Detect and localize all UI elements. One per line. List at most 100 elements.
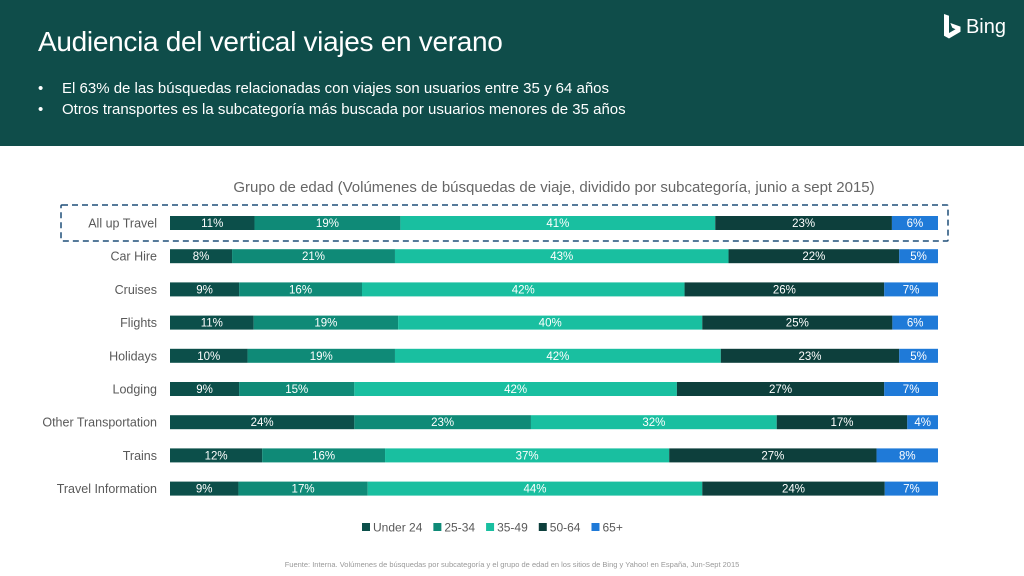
category-label: Other Transportation [42, 416, 157, 430]
legend-label: Under 24 [373, 521, 423, 535]
bar-segment [400, 216, 716, 230]
data-label: 42% [546, 351, 569, 363]
data-label: 16% [312, 450, 335, 462]
page-title: Audiencia del vertical viajes en verano [38, 26, 503, 57]
data-label: 11% [201, 318, 223, 330]
data-label: 23% [431, 417, 454, 429]
data-label: 24% [251, 417, 274, 429]
legend-swatch [591, 523, 600, 531]
data-label: 24% [782, 484, 805, 496]
bar-segment [170, 481, 239, 496]
category-label: All up Travel [88, 217, 157, 231]
data-label: 9% [196, 384, 213, 396]
bar-segment [715, 216, 892, 230]
category-label: Travel Information [57, 482, 157, 496]
legend-swatch [486, 523, 495, 531]
bar-segment [247, 348, 395, 363]
data-label: 17% [830, 417, 853, 429]
bar-segment [354, 415, 531, 430]
legend-label: 25-34 [444, 521, 475, 535]
data-label: 23% [792, 218, 815, 230]
bing-logo-icon [943, 14, 961, 39]
data-label: 6% [907, 318, 924, 330]
bar-segment [253, 315, 399, 330]
bar-segment [254, 216, 401, 230]
bar-segment [239, 382, 355, 396]
data-label: 27% [761, 450, 784, 462]
data-label: 19% [314, 318, 337, 330]
legend-swatch [362, 523, 370, 531]
bar-segment [170, 216, 255, 230]
data-label: 7% [903, 484, 920, 496]
bar-segment [170, 415, 355, 430]
bar-segment [239, 282, 362, 297]
data-label: 8% [899, 450, 916, 462]
data-label: 26% [773, 284, 796, 296]
data-label: 19% [316, 218, 339, 230]
data-label: 15% [285, 384, 308, 396]
bing-logo: Bing [942, 12, 1006, 42]
bar-segment [530, 415, 777, 430]
bar-segment [884, 481, 938, 496]
bar-segment [676, 382, 885, 396]
data-label: 32% [642, 417, 665, 429]
data-label: 41% [546, 218, 569, 230]
data-label: 25% [786, 318, 809, 330]
data-label: 4% [914, 417, 931, 429]
data-label: 43% [550, 251, 573, 263]
data-label: 23% [798, 351, 821, 363]
bar-segment [394, 348, 721, 363]
bar-segment [899, 249, 938, 264]
data-label: 19% [310, 351, 333, 363]
data-label: 6% [907, 218, 924, 230]
highlight-box [60, 204, 949, 242]
bar-segment [170, 348, 248, 363]
bar-segment [684, 282, 885, 297]
data-label: 42% [512, 284, 535, 296]
legend-label: 65+ [602, 521, 622, 535]
data-label: 22% [802, 251, 825, 263]
data-label: 11% [201, 218, 223, 230]
category-label: Trains [123, 449, 157, 463]
data-label: 42% [504, 384, 527, 396]
data-label: 7% [903, 384, 920, 396]
legend-label: 50-64 [550, 521, 581, 535]
bar-segment [702, 481, 885, 496]
legend-swatch [433, 523, 442, 531]
bar-segment [367, 481, 703, 496]
bar-segment [262, 448, 386, 463]
bar-segment [362, 282, 685, 297]
bar-segment [669, 448, 877, 463]
category-label: Flights [120, 316, 157, 330]
data-label: 40% [539, 318, 562, 330]
bar-segment [702, 315, 893, 330]
data-label: 27% [769, 384, 792, 396]
summary-bullets: El 63% de las búsquedas relacionadas con… [38, 78, 626, 120]
bar-segment [398, 315, 703, 330]
bar-segment [385, 448, 670, 463]
data-label: 9% [196, 284, 213, 296]
bar-segment [232, 249, 395, 264]
source-footnote: Fuente: Interna. Volúmenes de búsquedas … [284, 560, 740, 569]
bar-segment [891, 216, 938, 230]
data-label: 16% [289, 284, 312, 296]
summary-bullet: Otros transportes es la subcategoría más… [38, 99, 626, 120]
bar-segment [170, 249, 233, 264]
legend-label: 35-49 [497, 521, 528, 535]
bar-segment [899, 348, 938, 363]
data-label: 21% [302, 251, 325, 263]
bar-segment [394, 249, 729, 264]
bar-segment [170, 315, 254, 330]
bar-segment [170, 448, 263, 463]
data-label: 10% [197, 351, 220, 363]
data-label: 17% [292, 484, 315, 496]
category-label: Holidays [109, 349, 157, 363]
bar-segment [892, 315, 938, 330]
category-label: Cruises [115, 283, 157, 297]
data-label: 37% [516, 450, 539, 462]
header-banner: Audiencia del vertical viajes en verano … [0, 0, 1024, 146]
data-label: 5% [910, 251, 927, 263]
bing-logo-text: Bing [965, 15, 1006, 38]
category-label: Lodging [113, 383, 158, 397]
